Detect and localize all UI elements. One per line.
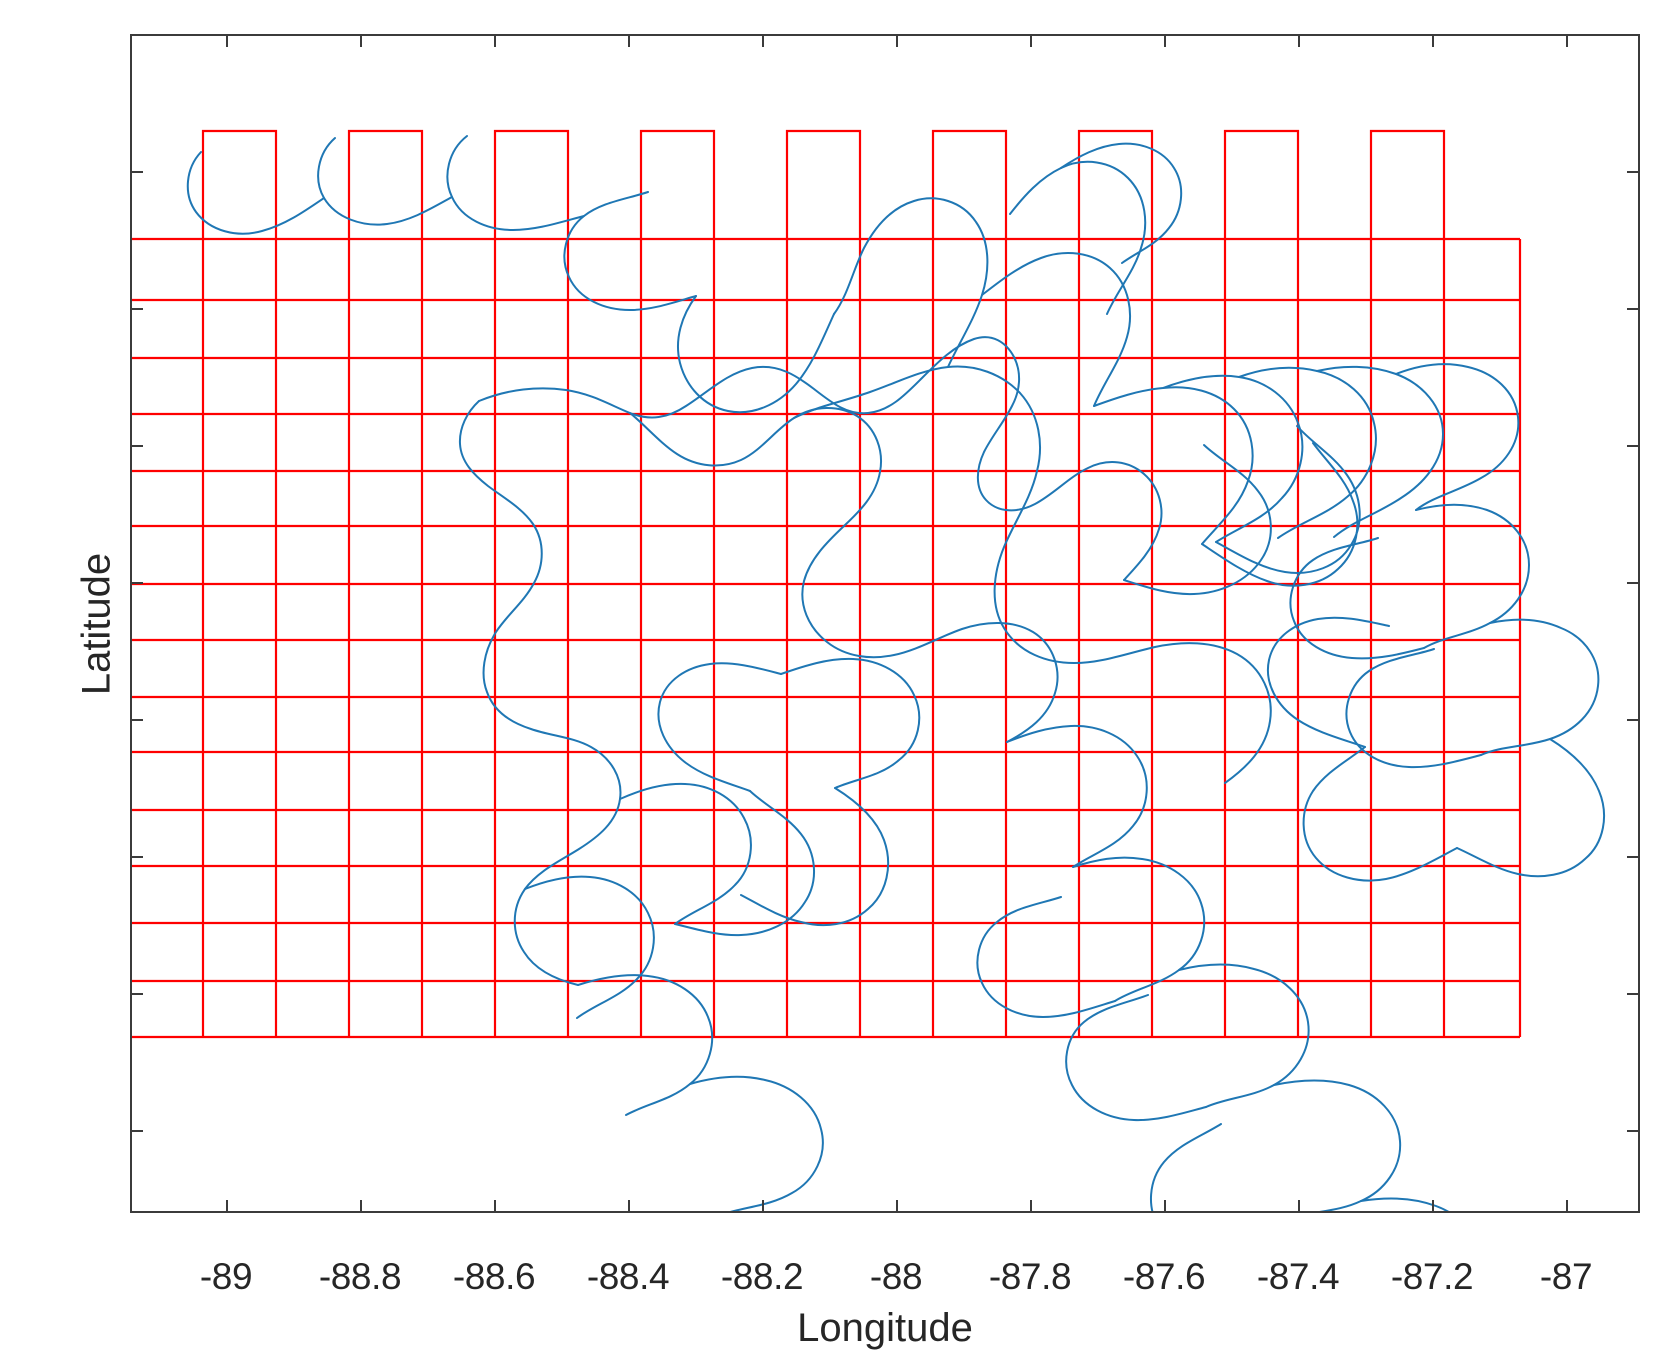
xtick--88.4 [628, 1200, 631, 1213]
xtick-top--87.2 [1432, 34, 1435, 47]
xtick-top--87.8 [1030, 34, 1033, 47]
ytick-right-28.4 [1627, 34, 1640, 37]
figure-canvas: 28.4 28.2 28 27.8 27.6 27.4 27.2 27 26.8… [74, 34, 1640, 1350]
xtick-top--88.8 [360, 34, 363, 47]
xtick--87.4 [1298, 1200, 1301, 1213]
ytick-27.4 [130, 719, 143, 722]
model-grid-overlay [130, 129, 1522, 1039]
ytick-right-27.6 [1627, 582, 1640, 585]
xtick-label-4: -88.2 [720, 1256, 804, 1297]
ytick-27.6 [130, 582, 143, 585]
ytick-right-28 [1627, 308, 1640, 311]
xtick--88.8 [360, 1200, 363, 1213]
xtick-label-10: -87 [1539, 1256, 1593, 1297]
xtick-top--88.6 [494, 34, 497, 47]
ytick-28 [130, 308, 143, 311]
ytick-27.2 [130, 856, 143, 859]
xtick--88.2 [762, 1200, 765, 1213]
ytick-right-27.2 [1627, 856, 1640, 859]
xtick-label-6: -87.8 [988, 1256, 1072, 1297]
xtick-top--88.2 [762, 34, 765, 47]
ytick-right-27.8 [1627, 445, 1640, 448]
xtick-label-0: -89 [199, 1256, 253, 1297]
axes-area: 28.4 28.2 28 27.8 27.6 27.4 27.2 27 26.8… [75, 34, 1640, 1350]
ytick-28.4 [130, 34, 143, 37]
ytick-right-26.8 [1627, 1130, 1640, 1133]
xtick-label-9: -87.2 [1390, 1256, 1474, 1297]
axes-frame [130, 34, 1640, 1213]
xtick-top--87.4 [1298, 34, 1301, 47]
ytick-right-27.4 [1627, 719, 1640, 722]
xtick-label-2: -88.6 [452, 1256, 536, 1297]
glider-track [186, 135, 1606, 1213]
xtick--88 [896, 1200, 899, 1213]
xtick--87.2 [1432, 1200, 1435, 1213]
xtick-label-1: -88.8 [318, 1256, 402, 1297]
xtick--87 [1566, 1200, 1569, 1213]
xtick-top--88 [896, 34, 899, 47]
xtick-label-7: -87.6 [1122, 1256, 1206, 1297]
xtick--88.6 [494, 1200, 497, 1213]
xtick--89 [226, 1200, 229, 1213]
ytick-28.2 [130, 171, 143, 174]
ytick-right-28.2 [1627, 171, 1640, 174]
xtick--87.8 [1030, 1200, 1033, 1213]
x-axis-title: Longitude [797, 1306, 973, 1350]
plot-region [130, 34, 1640, 1213]
plot-svg [130, 129, 1606, 1213]
xtick-top--87.6 [1164, 34, 1167, 47]
xtick-label-3: -88.4 [586, 1256, 670, 1297]
xtick--87.6 [1164, 1200, 1167, 1213]
y-axis-title: Latitude [74, 552, 119, 695]
ytick-27 [130, 993, 143, 996]
xtick-label-5: -88 [869, 1256, 923, 1297]
ytick-26.8 [130, 1130, 143, 1133]
ytick-right-27 [1627, 993, 1640, 996]
xtick-top--89 [226, 34, 229, 47]
xtick-top--88.4 [628, 34, 631, 47]
xtick-label-8: -87.4 [1256, 1256, 1340, 1297]
ytick-27.8 [130, 445, 143, 448]
xtick-top--87 [1566, 34, 1569, 47]
